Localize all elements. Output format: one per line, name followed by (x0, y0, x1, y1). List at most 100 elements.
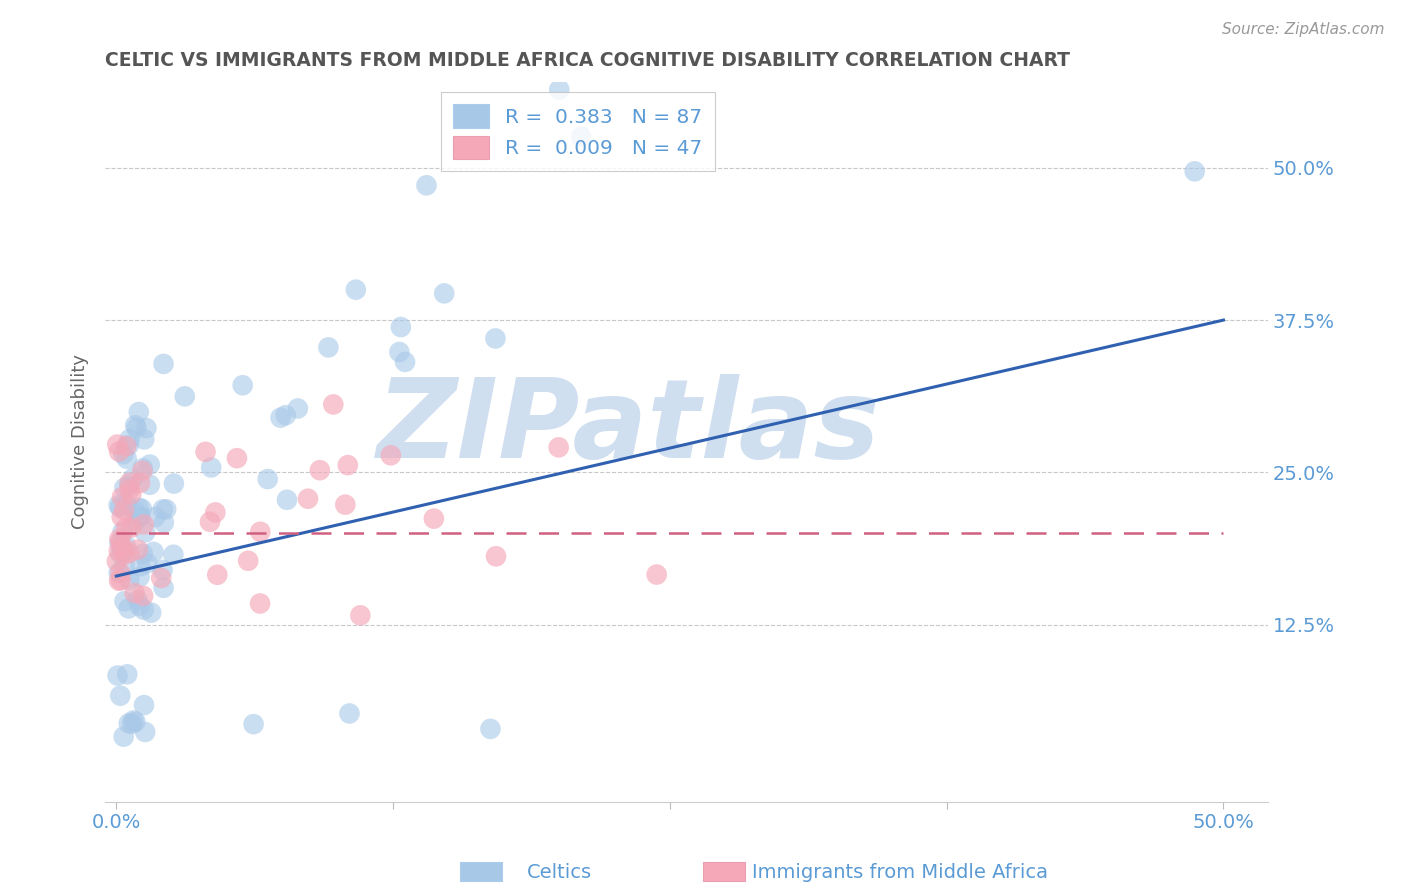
Point (548, 82, 571, 96)
Point (107, 668, 129, 682)
Point (389, 320, 412, 334)
Point (204, 505, 226, 519)
Point (124, 586, 146, 600)
Point (142, 545, 165, 559)
Point (115, 439, 138, 453)
Text: Immigrants from Middle Africa: Immigrants from Middle Africa (752, 863, 1049, 882)
Point (125, 514, 148, 528)
Point (108, 500, 131, 515)
Point (107, 498, 129, 512)
Point (114, 481, 136, 495)
Point (112, 548, 135, 562)
Point (274, 408, 297, 422)
Point (114, 594, 136, 608)
Point (111, 510, 134, 524)
Point (110, 534, 132, 549)
Point (114, 558, 136, 573)
Point (336, 458, 359, 472)
Point (163, 476, 186, 491)
Point (112, 503, 135, 517)
Point (162, 548, 184, 562)
Point (287, 401, 309, 416)
Point (335, 498, 357, 512)
Point (115, 521, 138, 535)
Point (134, 433, 156, 447)
Point (322, 397, 344, 411)
Point (128, 509, 150, 524)
Point (107, 566, 129, 580)
Point (344, 283, 367, 297)
Point (121, 520, 143, 534)
Point (388, 345, 411, 359)
Point (349, 608, 371, 623)
Point (139, 458, 162, 472)
Point (433, 286, 456, 301)
Point (645, 567, 668, 582)
Legend: R =  0.383   N = 87, R =  0.009   N = 47: R = 0.383 N = 87, R = 0.009 N = 47 (441, 93, 714, 171)
Point (112, 730, 135, 744)
Point (132, 589, 155, 603)
Point (118, 479, 141, 493)
Point (132, 698, 155, 712)
Point (110, 566, 132, 580)
Point (110, 573, 132, 587)
Point (117, 667, 139, 681)
Point (276, 492, 298, 507)
Point (105, 554, 128, 568)
Point (256, 472, 278, 486)
Point (128, 570, 150, 584)
Point (415, 178, 437, 193)
Point (297, 491, 319, 506)
Point (129, 509, 152, 524)
Point (318, 340, 340, 354)
Point (122, 471, 145, 485)
Point (111, 490, 134, 504)
Point (308, 463, 330, 477)
Point (128, 405, 150, 419)
Point (120, 487, 142, 501)
Point (194, 445, 217, 459)
Point (107, 544, 129, 558)
Point (117, 601, 139, 615)
Point (153, 516, 176, 530)
Point (152, 502, 174, 516)
Point (238, 554, 260, 568)
Point (152, 357, 174, 371)
Point (124, 504, 146, 518)
Point (249, 524, 271, 539)
Point (155, 502, 177, 516)
Point (115, 498, 138, 512)
Point (198, 515, 221, 529)
Point (173, 389, 195, 403)
Point (132, 547, 155, 561)
Point (115, 451, 138, 466)
Point (200, 460, 222, 475)
Point (114, 539, 136, 553)
Point (485, 549, 508, 564)
Point (118, 438, 141, 452)
Point (112, 545, 135, 559)
Point (110, 547, 132, 561)
Point (118, 716, 141, 731)
Point (129, 475, 152, 490)
Point (242, 717, 264, 731)
Point (134, 525, 156, 540)
Point (620, 55, 643, 70)
Point (110, 540, 132, 554)
Point (128, 599, 150, 613)
Point (124, 714, 146, 729)
Point (141, 606, 163, 620)
Point (139, 477, 162, 491)
Point (150, 571, 173, 585)
Point (108, 574, 131, 588)
Point (423, 511, 446, 525)
Point (547, 441, 569, 455)
Point (270, 410, 292, 425)
Text: Celtics: Celtics (527, 863, 592, 882)
Point (394, 355, 416, 369)
Point (125, 421, 148, 435)
Point (121, 716, 143, 731)
Point (105, 437, 128, 451)
Point (1184, 164, 1206, 178)
Point (110, 689, 132, 703)
